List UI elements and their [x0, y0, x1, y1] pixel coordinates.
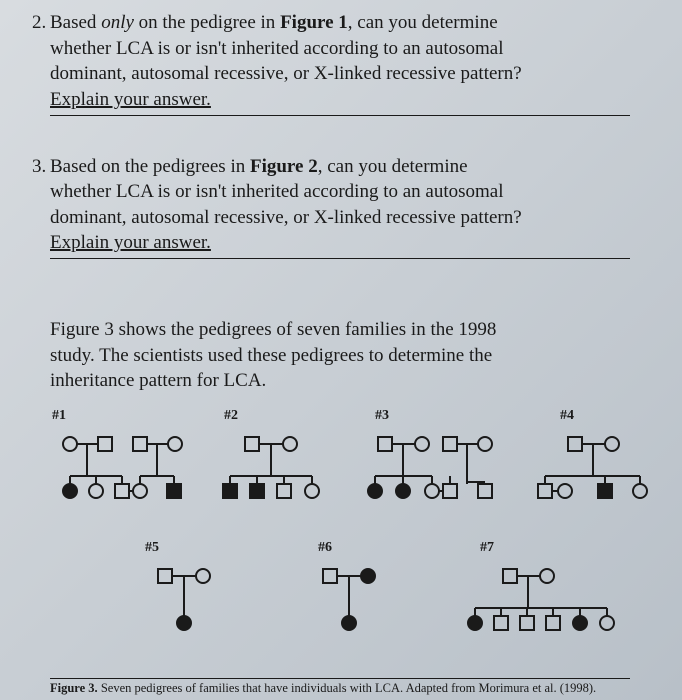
q2-only: only: [101, 12, 134, 33]
figure-3-intro: Figure 3 shows the pedigrees of seven fa…: [50, 317, 642, 394]
q2-line4: Explain your answer.: [50, 89, 211, 110]
pedigree-label-2: #2: [224, 408, 238, 424]
q3-line2: whether LCA is or isn't inherited accord…: [50, 181, 504, 202]
figintro-line3: inheritance pattern for LCA.: [50, 370, 266, 391]
pedigree-label-5: #5: [145, 540, 159, 556]
q3-fig-ref: Figure 2: [250, 156, 318, 177]
q2-text-a: Based: [50, 12, 101, 33]
caption-bold: Figure 3.: [50, 681, 98, 695]
pedigree-label-6: #6: [318, 540, 332, 556]
pedigree-label-1: #1: [52, 408, 66, 424]
q2-text-c: on the pedigree in: [134, 12, 280, 33]
answer-line: [50, 115, 630, 116]
answer-line: [50, 258, 630, 259]
q2-line2: whether LCA is or isn't inherited accord…: [50, 38, 504, 59]
figintro-line1: Figure 3 shows the pedigrees of seven fa…: [50, 319, 496, 340]
figintro-line2: study. The scientists used these pedigre…: [50, 345, 492, 366]
pedigree-label-3: #3: [375, 408, 389, 424]
caption-rest: Seven pedigrees of families that have in…: [98, 681, 597, 695]
q2-fig-ref: Figure 1: [280, 12, 348, 33]
q2-line3: dominant, autosomal recessive, or X-link…: [50, 63, 522, 84]
q2-text-e: , can you determine: [348, 12, 498, 33]
figure-3-caption: Figure 3. Seven pedigrees of families th…: [50, 678, 630, 696]
pedigree-label-4: #4: [560, 408, 574, 424]
question-2: 2.Based only on the pedigree in Figure 1…: [50, 10, 642, 116]
q3-line3: dominant, autosomal recessive, or X-link…: [50, 207, 522, 228]
q3-number: 3.: [32, 154, 50, 180]
question-3: 3.Based on the pedigrees in Figure 2, ca…: [50, 154, 642, 260]
q3-line4: Explain your answer.: [50, 232, 211, 253]
pedigree-svg: [50, 408, 650, 668]
pedigree-diagrams: #1 #2 #3 #4 #5 #6 #7: [50, 408, 650, 678]
q3-text-c: , can you determine: [318, 156, 468, 177]
q2-number: 2.: [32, 10, 50, 36]
q3-text-a: Based on the pedigrees in: [50, 156, 250, 177]
pedigree-label-7: #7: [480, 540, 494, 556]
